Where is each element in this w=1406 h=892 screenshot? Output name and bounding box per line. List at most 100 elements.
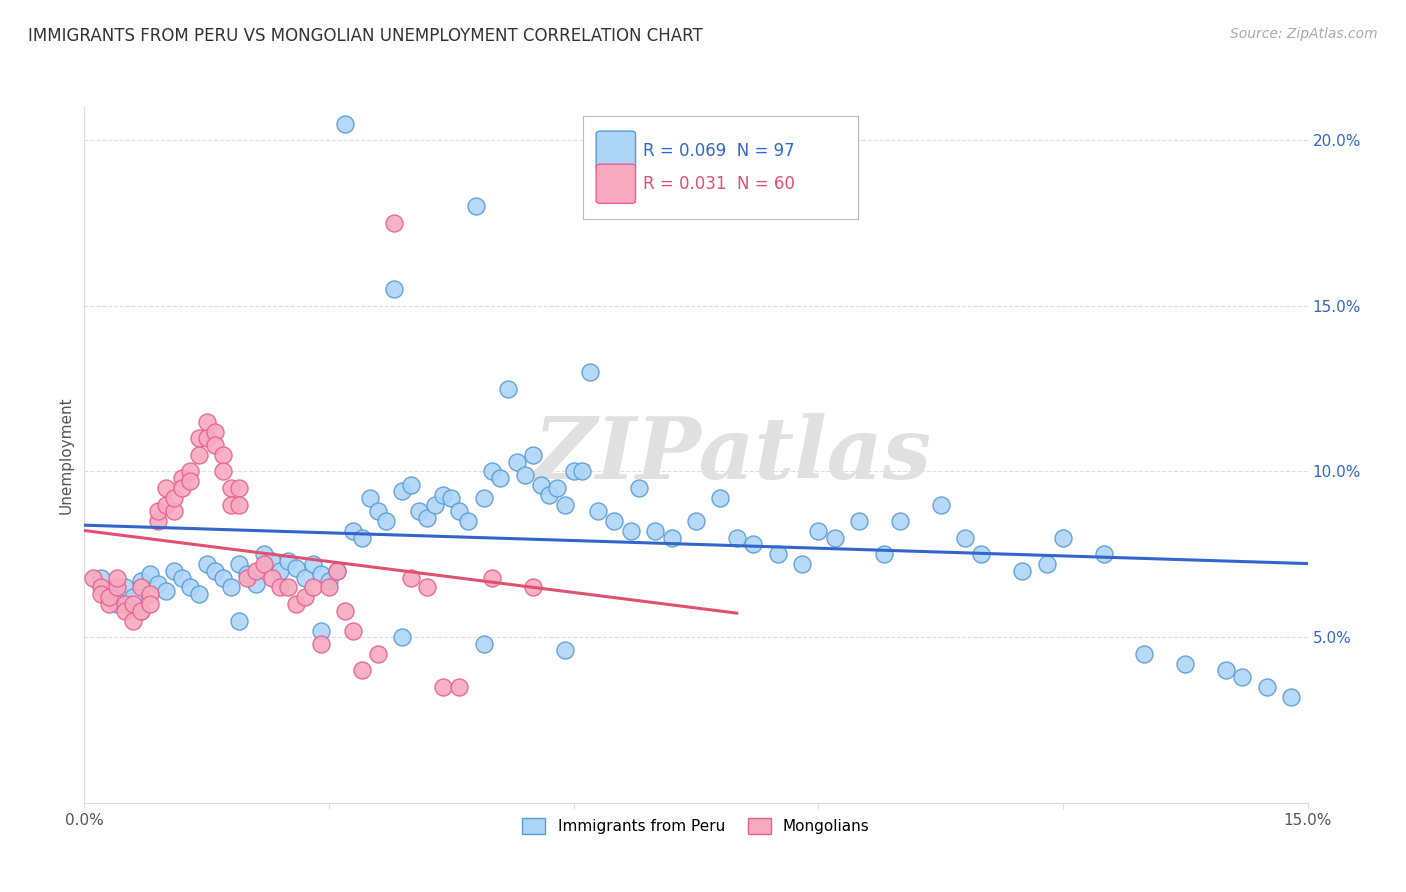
Point [929,498,952,512]
Point [790,558,813,572]
Point [586,504,609,518]
Point [505,454,527,468]
Point [522,448,544,462]
Point [399,570,422,584]
Point [204,438,226,452]
Point [1232,670,1254,684]
Point [163,504,186,518]
Point [105,581,128,595]
Point [1052,531,1074,545]
Point [294,591,316,605]
Point [472,637,495,651]
Point [212,448,235,462]
Point [382,216,405,230]
Point [219,498,242,512]
Point [122,591,145,605]
Point [294,570,316,584]
Point [146,577,169,591]
Point [90,570,112,584]
Point [399,477,422,491]
Point [627,481,650,495]
Point [269,564,291,578]
Point [236,567,259,582]
Point [562,465,585,479]
Point [579,365,602,379]
Point [187,448,209,462]
Point [481,465,503,479]
Point [228,558,250,572]
Point [228,481,250,495]
Point [872,547,894,561]
Point [1174,657,1197,671]
Point [554,498,576,512]
Point [260,554,283,568]
Point [277,581,299,595]
Point [260,570,283,584]
Point [416,511,439,525]
Point [212,465,235,479]
Point [489,471,512,485]
Point [138,567,160,582]
Point [335,117,357,131]
Point [163,564,186,578]
Text: R = 0.069  N = 97: R = 0.069 N = 97 [643,142,794,160]
Point [326,564,349,578]
Point [848,514,870,528]
Point [408,504,430,518]
Point [155,583,177,598]
Point [538,488,561,502]
Point [219,481,242,495]
Point [391,484,413,499]
Point [1092,547,1115,561]
Point [172,471,194,485]
Text: Source: ZipAtlas.com: Source: ZipAtlas.com [1230,27,1378,41]
Point [187,587,209,601]
Point [953,531,976,545]
Text: ZIPatlas: ZIPatlas [534,413,932,497]
Point [449,504,471,518]
Point [131,604,153,618]
Point [114,597,136,611]
Point [1215,663,1237,677]
Point [131,581,153,595]
Point [309,637,332,651]
Point [432,680,454,694]
Point [187,431,209,445]
Point [375,514,398,528]
Point [464,199,486,213]
Point [97,591,120,605]
Point [661,531,683,545]
Point [122,614,145,628]
Point [644,524,666,538]
Point [1011,564,1033,578]
Point [131,604,153,618]
Point [179,465,201,479]
Point [318,581,340,595]
Point [449,680,471,694]
Point [195,431,218,445]
Point [807,524,830,538]
Point [382,282,405,296]
Point [82,570,104,584]
Point [236,570,259,584]
Point [367,504,389,518]
Point [131,574,153,588]
Point [114,604,136,618]
Point [97,597,120,611]
Point [285,597,308,611]
Point [530,477,553,491]
Point [195,558,218,572]
Point [269,581,291,595]
Point [163,491,186,505]
Legend: Immigrants from Peru, Mongolians: Immigrants from Peru, Mongolians [516,813,876,840]
Point [228,614,250,628]
Point [970,547,993,561]
Point [423,498,446,512]
Point [301,558,323,572]
Point [1035,558,1057,572]
Point [359,491,381,505]
Text: IMMIGRANTS FROM PERU VS MONGOLIAN UNEMPLOYMENT CORRELATION CHART: IMMIGRANTS FROM PERU VS MONGOLIAN UNEMPL… [28,27,703,45]
Point [546,481,568,495]
Point [179,581,201,595]
Point [335,604,357,618]
